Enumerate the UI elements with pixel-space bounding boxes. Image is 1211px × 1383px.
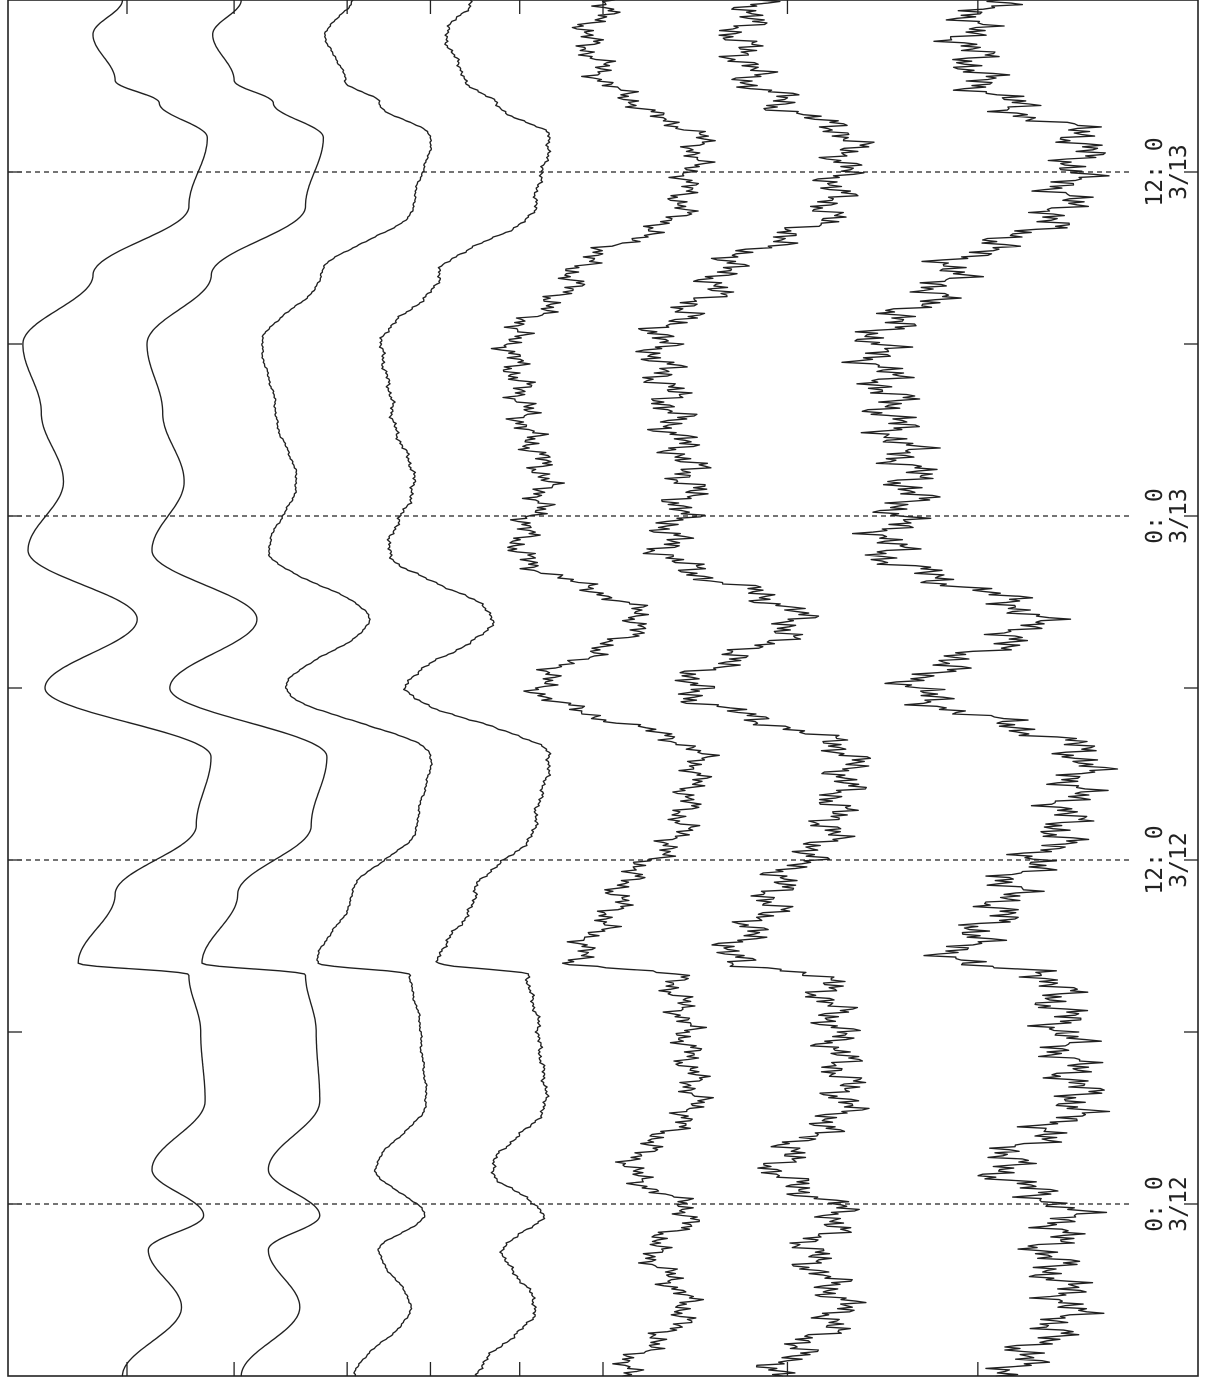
plot-frame	[7, 0, 1199, 1377]
series-traces	[22, 0, 1119, 1377]
top-axis-ticks	[126, 0, 979, 1376]
time-tick-label-date: 3/12	[1166, 832, 1192, 887]
time-tick-label-date: 3/12	[1166, 1176, 1192, 1231]
series-trace-5	[490, 0, 720, 1377]
series-trace-3	[261, 0, 433, 1377]
time-tick-label: 0: 03/13	[1142, 488, 1192, 543]
time-tick-label: 12: 03/13	[1142, 137, 1192, 206]
time-tick-label-hour: 0: 0	[1142, 488, 1168, 543]
series-trace-1	[22, 0, 212, 1377]
time-tick-label-hour: 12: 0	[1142, 825, 1168, 894]
series-trace-4	[378, 0, 552, 1377]
series-trace-2	[146, 0, 328, 1377]
time-tick-label: 12: 03/12	[1142, 825, 1192, 894]
series-trace-6	[635, 0, 875, 1377]
time-tick-label-date: 3/13	[1166, 488, 1192, 543]
series-trace-7	[841, 0, 1119, 1377]
time-axis-ticks-right	[1184, 171, 1198, 1205]
time-tick-label-hour: 12: 0	[1142, 137, 1168, 206]
time-axis-ticks-left	[8, 171, 22, 1205]
time-tick-label-hour: 0: 0	[1142, 1176, 1168, 1231]
time-tick-label-date: 3/13	[1166, 144, 1192, 199]
time-tick-label: 0: 03/12	[1142, 1176, 1192, 1231]
midnight-noon-guides	[8, 171, 1133, 1205]
